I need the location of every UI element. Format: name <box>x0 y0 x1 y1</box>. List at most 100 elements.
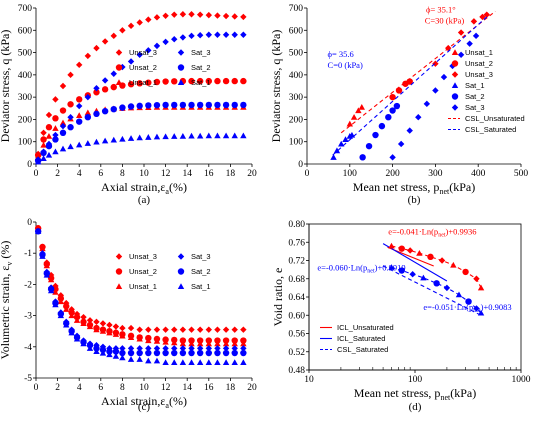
x-axis-title-text: Axial strain, <box>101 180 160 194</box>
chart-panel-c: 0 2 4 6 8 10 12 14 16 18 20 0 -1 -2 -3 -4 -5 Axial strain… <box>0 218 257 413</box>
data-point <box>106 321 113 329</box>
data-point <box>63 306 70 312</box>
x-axis-title: Mean net stress, pnet(kPa) <box>354 386 476 402</box>
panel-caption: (d) <box>409 401 422 413</box>
chart-panel-a: 0 2 4 6 8 10 12 14 16 18 200100200300400500600700A… <box>0 4 257 206</box>
legend-marker <box>177 79 185 86</box>
x-axis-title-subscript: net <box>439 187 450 196</box>
x-axis-title: Axial strain,εa(%) <box>101 180 187 196</box>
x-tick-label: 16 <box>204 383 214 393</box>
annotation-text: C=30 (kPa) <box>425 16 465 26</box>
series-line <box>382 243 448 282</box>
data-point <box>443 284 451 292</box>
data-point <box>462 268 469 276</box>
data-point <box>179 34 187 41</box>
data-point <box>162 349 169 357</box>
chart-panel-b: 0 100 200 300 400 500 0 100 200 300 400 500 600 700 Me… <box>269 4 528 206</box>
data-point <box>93 326 100 333</box>
data-point <box>45 124 53 131</box>
data-point <box>153 14 161 21</box>
data-point <box>231 77 238 85</box>
data-point <box>196 11 204 18</box>
data-point <box>196 101 204 109</box>
data-point <box>162 338 169 345</box>
chart-panel-d: 10 100 1000 0.48 0.52 0.56 0.60 0.64 0.68 0.72 0.7… <box>271 220 531 413</box>
data-point <box>106 351 113 358</box>
legend-label: Sat_3 <box>465 103 485 112</box>
data-point <box>99 328 107 334</box>
data-point <box>84 52 92 60</box>
data-point <box>222 132 230 139</box>
data-point <box>145 349 152 357</box>
data-point <box>432 60 439 67</box>
data-point <box>136 345 143 352</box>
data-point <box>179 132 187 139</box>
legend-marker <box>115 49 123 56</box>
y-tick-label: 0.64 <box>288 293 305 303</box>
legend-marker <box>115 253 123 260</box>
legend: Unsat_1 Unsat_2 Unsat_3 Sat_1 Sat_2 Sat_3 CSL_… <box>448 48 525 134</box>
annotation: e=-0.051·Ln(pnet)+0.9083 <box>423 302 511 314</box>
annotation-subscript: net <box>367 269 375 275</box>
data-point <box>34 228 42 234</box>
data-point <box>179 326 187 333</box>
x-tick-label: 100 <box>408 375 423 385</box>
legend-marker <box>451 93 459 100</box>
data-point <box>205 77 212 85</box>
data-point <box>101 86 109 93</box>
data-point <box>59 129 67 136</box>
data-point <box>40 136 47 143</box>
series-sat-1 <box>34 132 247 165</box>
data-point <box>112 348 120 355</box>
data-point <box>136 356 143 362</box>
data-point <box>188 11 195 18</box>
annotation: e=-0.041·Ln(pnet)+0.9936 <box>388 226 476 238</box>
y-tick-label: -2 <box>24 280 32 290</box>
data-point <box>338 140 345 147</box>
data-point <box>153 42 161 50</box>
data-point <box>205 326 212 333</box>
legend-marker <box>177 283 185 290</box>
y-tick-label: 500 <box>18 49 33 59</box>
data-point <box>145 326 152 333</box>
legend-label: Unsat_1 <box>465 48 493 57</box>
data-point <box>188 326 195 333</box>
legend-label: Unsat_1 <box>129 282 157 291</box>
data-point <box>119 27 126 34</box>
x-tick-label: 500 <box>514 169 529 179</box>
data-point <box>45 142 53 150</box>
data-point <box>365 142 373 150</box>
data-point <box>214 31 221 38</box>
data-point <box>145 79 152 86</box>
data-point <box>393 102 401 110</box>
data-point <box>136 102 143 110</box>
data-point <box>110 105 117 113</box>
data-point <box>205 340 212 347</box>
data-point <box>93 318 100 326</box>
legend-label: CSL_Saturated <box>465 125 516 134</box>
data-point <box>188 349 195 357</box>
data-point <box>196 349 204 357</box>
data-point <box>136 134 143 141</box>
y-tick-label: -3 <box>24 312 32 322</box>
data-point <box>99 349 107 356</box>
data-point <box>214 12 221 19</box>
data-point <box>76 61 83 69</box>
data-point <box>127 81 135 88</box>
legend-label: Sat_1 <box>191 282 211 291</box>
data-point <box>80 320 87 326</box>
x-tick-label: 20 <box>247 383 257 393</box>
data-point <box>136 335 143 342</box>
annotation-text: ϕ= 35.1° <box>426 4 456 14</box>
data-point <box>110 136 117 143</box>
series-unsat-1 <box>346 103 365 127</box>
data-point <box>171 133 178 139</box>
x-tick-label: 14 <box>182 169 192 179</box>
data-point <box>40 129 47 136</box>
data-point <box>68 312 75 319</box>
x-tick-label: 0 <box>34 383 39 393</box>
annotation: ϕ= 35.6 <box>328 49 354 59</box>
data-point <box>240 13 247 21</box>
series-unsat-2 <box>389 78 413 101</box>
data-point <box>40 149 47 157</box>
